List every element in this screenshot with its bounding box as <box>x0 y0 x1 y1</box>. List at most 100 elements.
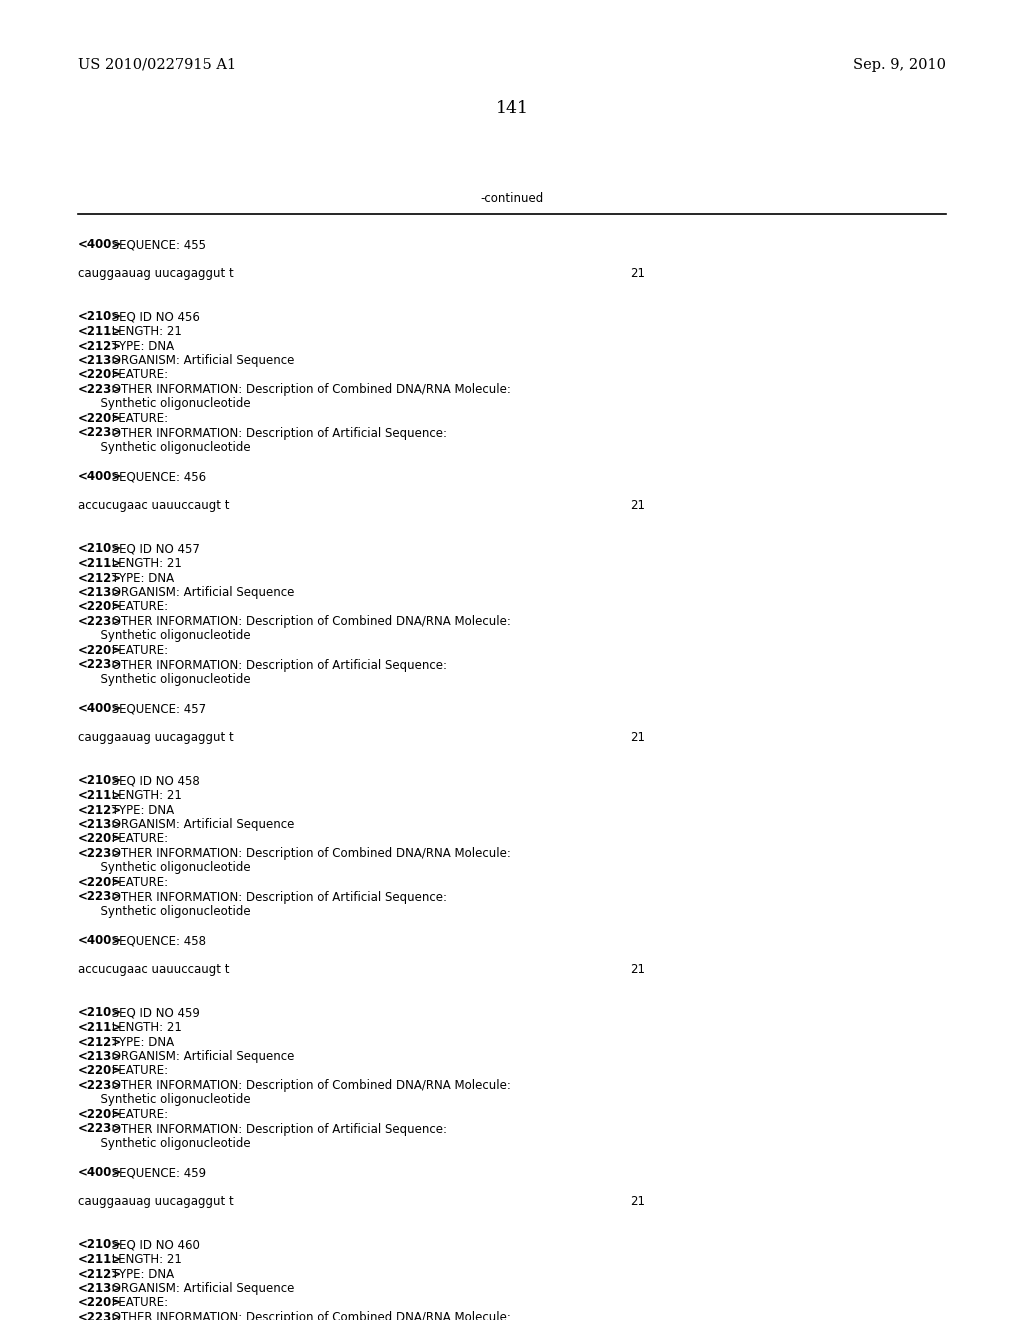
Text: <210>: <210> <box>78 1006 122 1019</box>
Text: <220>: <220> <box>78 368 122 381</box>
Text: <220>: <220> <box>78 1107 122 1121</box>
Text: <212>: <212> <box>78 1267 122 1280</box>
Text: 141: 141 <box>496 100 528 117</box>
Text: 21: 21 <box>630 731 645 744</box>
Text: Synthetic oligonucleotide: Synthetic oligonucleotide <box>78 1093 251 1106</box>
Text: <211>: <211> <box>78 1253 122 1266</box>
Text: OTHER INFORMATION: Description of Artificial Sequence:: OTHER INFORMATION: Description of Artifi… <box>108 426 446 440</box>
Text: <210>: <210> <box>78 310 122 323</box>
Text: <213>: <213> <box>78 354 122 367</box>
Text: OTHER INFORMATION: Description of Combined DNA/RNA Molecule:: OTHER INFORMATION: Description of Combin… <box>108 847 511 861</box>
Text: Synthetic oligonucleotide: Synthetic oligonucleotide <box>78 906 251 917</box>
Text: <210>: <210> <box>78 543 122 556</box>
Text: <400>: <400> <box>78 935 122 946</box>
Text: SEQUENCE: 455: SEQUENCE: 455 <box>108 238 206 251</box>
Text: OTHER INFORMATION: Description of Combined DNA/RNA Molecule:: OTHER INFORMATION: Description of Combin… <box>108 383 511 396</box>
Text: <223>: <223> <box>78 891 122 903</box>
Text: OTHER INFORMATION: Description of Combined DNA/RNA Molecule:: OTHER INFORMATION: Description of Combin… <box>108 615 511 628</box>
Text: US 2010/0227915 A1: US 2010/0227915 A1 <box>78 58 237 73</box>
Text: <210>: <210> <box>78 1238 122 1251</box>
Text: FEATURE:: FEATURE: <box>108 601 168 614</box>
Text: 21: 21 <box>630 267 645 280</box>
Text: ORGANISM: Artificial Sequence: ORGANISM: Artificial Sequence <box>108 818 294 832</box>
Text: SEQUENCE: 456: SEQUENCE: 456 <box>108 470 206 483</box>
Text: TYPE: DNA: TYPE: DNA <box>108 572 174 585</box>
Text: TYPE: DNA: TYPE: DNA <box>108 1035 174 1048</box>
Text: 21: 21 <box>630 499 645 512</box>
Text: <400>: <400> <box>78 1166 122 1179</box>
Text: <211>: <211> <box>78 557 122 570</box>
Text: cauggaauag uucagaggut t: cauggaauag uucagaggut t <box>78 1195 233 1208</box>
Text: SEQ ID NO 460: SEQ ID NO 460 <box>108 1238 200 1251</box>
Text: <220>: <220> <box>78 876 122 888</box>
Text: <212>: <212> <box>78 804 122 817</box>
Text: <223>: <223> <box>78 1311 122 1320</box>
Text: <223>: <223> <box>78 615 122 628</box>
Text: TYPE: DNA: TYPE: DNA <box>108 339 174 352</box>
Text: <213>: <213> <box>78 1049 122 1063</box>
Text: <213>: <213> <box>78 818 122 832</box>
Text: OTHER INFORMATION: Description of Artificial Sequence:: OTHER INFORMATION: Description of Artifi… <box>108 891 446 903</box>
Text: <220>: <220> <box>78 1296 122 1309</box>
Text: <223>: <223> <box>78 1122 122 1135</box>
Text: ORGANISM: Artificial Sequence: ORGANISM: Artificial Sequence <box>108 1282 294 1295</box>
Text: Sep. 9, 2010: Sep. 9, 2010 <box>853 58 946 73</box>
Text: Synthetic oligonucleotide: Synthetic oligonucleotide <box>78 673 251 686</box>
Text: ORGANISM: Artificial Sequence: ORGANISM: Artificial Sequence <box>108 1049 294 1063</box>
Text: accucugaac uauuccaugt t: accucugaac uauuccaugt t <box>78 499 229 512</box>
Text: 21: 21 <box>630 1195 645 1208</box>
Text: <211>: <211> <box>78 325 122 338</box>
Text: FEATURE:: FEATURE: <box>108 412 168 425</box>
Text: ORGANISM: Artificial Sequence: ORGANISM: Artificial Sequence <box>108 354 294 367</box>
Text: SEQ ID NO 459: SEQ ID NO 459 <box>108 1006 200 1019</box>
Text: <400>: <400> <box>78 470 122 483</box>
Text: OTHER INFORMATION: Description of Combined DNA/RNA Molecule:: OTHER INFORMATION: Description of Combin… <box>108 1078 511 1092</box>
Text: <400>: <400> <box>78 238 122 251</box>
Text: FEATURE:: FEATURE: <box>108 1107 168 1121</box>
Text: <400>: <400> <box>78 702 122 715</box>
Text: FEATURE:: FEATURE: <box>108 368 168 381</box>
Text: <220>: <220> <box>78 833 122 846</box>
Text: <223>: <223> <box>78 383 122 396</box>
Text: OTHER INFORMATION: Description of Artificial Sequence:: OTHER INFORMATION: Description of Artifi… <box>108 1122 446 1135</box>
Text: SEQ ID NO 456: SEQ ID NO 456 <box>108 310 200 323</box>
Text: FEATURE:: FEATURE: <box>108 1296 168 1309</box>
Text: <211>: <211> <box>78 789 122 803</box>
Text: LENGTH: 21: LENGTH: 21 <box>108 789 181 803</box>
Text: cauggaauag uucagaggut t: cauggaauag uucagaggut t <box>78 731 233 744</box>
Text: LENGTH: 21: LENGTH: 21 <box>108 1020 181 1034</box>
Text: OTHER INFORMATION: Description of Artificial Sequence:: OTHER INFORMATION: Description of Artifi… <box>108 659 446 672</box>
Text: <220>: <220> <box>78 601 122 614</box>
Text: <213>: <213> <box>78 1282 122 1295</box>
Text: <213>: <213> <box>78 586 122 599</box>
Text: SEQUENCE: 458: SEQUENCE: 458 <box>108 935 206 946</box>
Text: <220>: <220> <box>78 644 122 657</box>
Text: ORGANISM: Artificial Sequence: ORGANISM: Artificial Sequence <box>108 586 294 599</box>
Text: <220>: <220> <box>78 412 122 425</box>
Text: Synthetic oligonucleotide: Synthetic oligonucleotide <box>78 630 251 643</box>
Text: <223>: <223> <box>78 847 122 861</box>
Text: SEQUENCE: 457: SEQUENCE: 457 <box>108 702 206 715</box>
Text: Synthetic oligonucleotide: Synthetic oligonucleotide <box>78 1137 251 1150</box>
Text: FEATURE:: FEATURE: <box>108 833 168 846</box>
Text: <223>: <223> <box>78 1078 122 1092</box>
Text: TYPE: DNA: TYPE: DNA <box>108 1267 174 1280</box>
Text: FEATURE:: FEATURE: <box>108 876 168 888</box>
Text: SEQUENCE: 459: SEQUENCE: 459 <box>108 1166 206 1179</box>
Text: Synthetic oligonucleotide: Synthetic oligonucleotide <box>78 441 251 454</box>
Text: <212>: <212> <box>78 572 122 585</box>
Text: <223>: <223> <box>78 659 122 672</box>
Text: FEATURE:: FEATURE: <box>108 644 168 657</box>
Text: cauggaauag uucagaggut t: cauggaauag uucagaggut t <box>78 267 233 280</box>
Text: <212>: <212> <box>78 1035 122 1048</box>
Text: LENGTH: 21: LENGTH: 21 <box>108 557 181 570</box>
Text: accucugaac uauuccaugt t: accucugaac uauuccaugt t <box>78 964 229 975</box>
Text: TYPE: DNA: TYPE: DNA <box>108 804 174 817</box>
Text: <212>: <212> <box>78 339 122 352</box>
Text: Synthetic oligonucleotide: Synthetic oligonucleotide <box>78 397 251 411</box>
Text: FEATURE:: FEATURE: <box>108 1064 168 1077</box>
Text: LENGTH: 21: LENGTH: 21 <box>108 325 181 338</box>
Text: <211>: <211> <box>78 1020 122 1034</box>
Text: LENGTH: 21: LENGTH: 21 <box>108 1253 181 1266</box>
Text: OTHER INFORMATION: Description of Combined DNA/RNA Molecule:: OTHER INFORMATION: Description of Combin… <box>108 1311 511 1320</box>
